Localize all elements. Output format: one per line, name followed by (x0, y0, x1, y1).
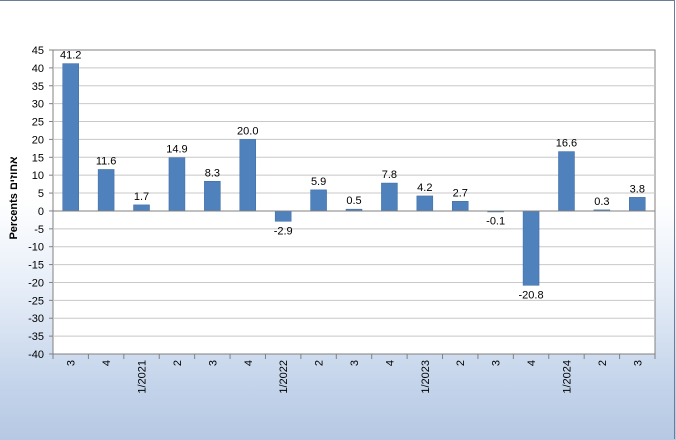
bar (310, 189, 327, 212)
y-tick-label: -40 (28, 349, 44, 361)
x-tick-label: 4 (526, 360, 538, 366)
x-tick-label: 2 (314, 360, 326, 366)
data-label: 16.6 (556, 138, 577, 150)
x-tick-label: 2 (172, 360, 184, 366)
y-tick-label: 15 (32, 152, 44, 164)
y-tick-label: 45 (32, 45, 44, 57)
data-label: 1.7 (134, 191, 149, 203)
x-tick-label: 3 (207, 360, 219, 366)
data-label: 20.0 (237, 125, 258, 137)
bar (62, 63, 79, 212)
bar (381, 182, 398, 212)
data-label: 2.7 (453, 187, 468, 199)
data-label: 41.2 (60, 50, 81, 62)
x-tick-label: 3 (349, 360, 361, 366)
y-tick-label: 10 (32, 170, 44, 182)
bar (416, 195, 434, 212)
y-tick-label: -35 (28, 331, 44, 343)
x-tick-label: 3 (491, 360, 503, 366)
x-tick-label: 4 (101, 360, 113, 366)
y-tick-label: 0 (38, 206, 44, 218)
y-tick-label: 35 (32, 81, 44, 93)
y-tick-label: 30 (32, 99, 44, 111)
data-label: 8.3 (205, 167, 220, 179)
x-tick-label: 3 (66, 360, 78, 366)
data-labels: 41.2 11.6 1.7 14.9 8.3 20.0 -2.9 5.9 0.5 7.8 4.2 2.… (60, 50, 645, 302)
bar (629, 197, 646, 212)
y-tick-label: -30 (28, 313, 44, 325)
x-tick-label: 1/2023 (420, 360, 432, 394)
bar (558, 151, 575, 212)
bar (168, 157, 186, 212)
y-axis-ticks: 45 40 35 30 25 20 15 10 5 0 -5 -10 -15 -20 -25 -30 -35 -4… (28, 45, 53, 361)
y-tick-label: 25 (32, 117, 44, 129)
y-tick-label: 40 (32, 63, 44, 75)
data-label: 7.8 (382, 169, 397, 181)
data-label: 11.6 (96, 155, 117, 167)
x-tick-label: 1/2024 (561, 360, 573, 394)
bar (97, 169, 115, 212)
x-tick-label: 1/2021 (137, 360, 149, 394)
x-tick-label: 4 (243, 360, 255, 366)
x-tick-label: 1/2022 (278, 360, 290, 394)
bar (133, 204, 150, 212)
data-label: 0.5 (346, 195, 361, 207)
y-tick-label: -25 (28, 295, 44, 307)
data-label: 14.9 (166, 144, 187, 156)
data-label: -0.1 (486, 215, 505, 227)
x-tick-label: 3 (632, 360, 644, 366)
data-label: 4.2 (417, 182, 432, 194)
y-tick-label: 20 (32, 134, 44, 146)
x-axis-ticks: 3 4 1/2021 2 3 4 1/2022 2 3 4 1/2023 2 3 4 1/2024 2 3 (52, 354, 656, 394)
data-label: -2.9 (274, 225, 293, 237)
data-label: 0.3 (594, 196, 609, 208)
x-tick-label: 4 (384, 360, 396, 366)
bar (274, 210, 292, 222)
x-tick-label: 2 (597, 360, 609, 366)
data-label: 3.8 (630, 183, 645, 195)
y-axis-label: Percents אחוזים (8, 156, 20, 240)
bar (204, 181, 221, 212)
y-tick-label: -5 (34, 224, 44, 236)
data-label: 5.9 (311, 176, 326, 188)
y-tick-label: -20 (28, 277, 44, 289)
data-label: -20.8 (519, 289, 544, 301)
y-tick-label: -15 (28, 260, 44, 272)
y-tick-label: 5 (38, 188, 44, 200)
bar (522, 210, 540, 286)
bar (239, 139, 257, 212)
plot-area (52, 49, 656, 355)
y-tick-label: -10 (28, 242, 44, 254)
bars (62, 63, 646, 286)
x-tick-label: 2 (455, 360, 467, 366)
bar (451, 201, 469, 212)
